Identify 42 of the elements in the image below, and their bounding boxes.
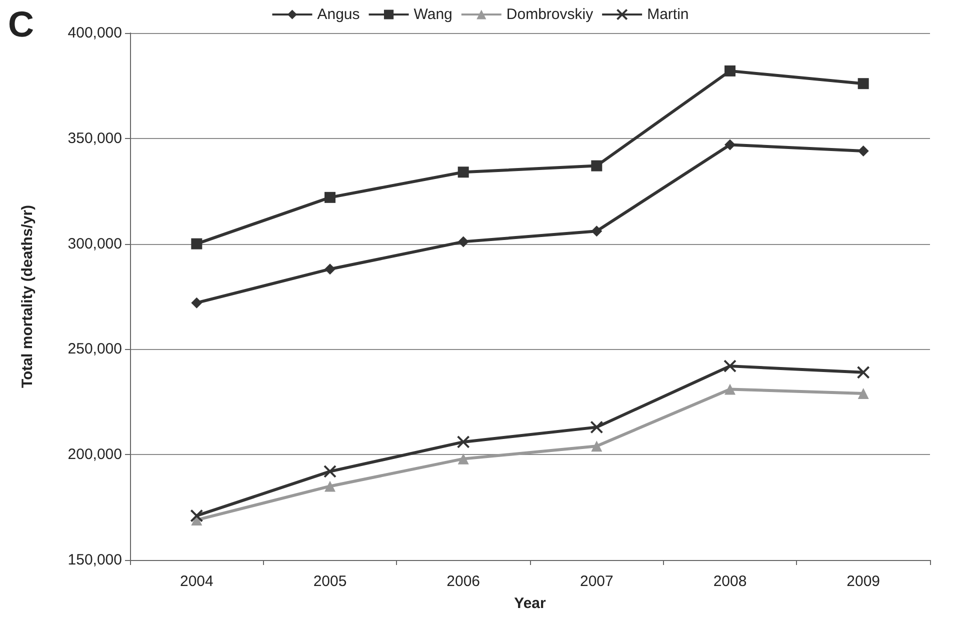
x-tick-label: 2009 [846,573,880,590]
point [591,440,602,452]
point [724,65,736,76]
x-tick-label: 2004 [180,573,214,590]
text: C [8,4,34,44]
y-tick-label: 400,000 [68,24,122,42]
y-tick-label: 300,000 [68,235,122,252]
y-tick-label: 150,000 [68,552,122,568]
point [858,388,869,399]
point [724,139,736,150]
x-tick-label: 2006 [446,573,480,590]
legend-label: Wang [414,6,452,23]
legend-label: Dombrovskiy [506,6,594,23]
legend-label: Angus [317,6,360,23]
point [458,166,469,178]
point [591,226,602,237]
y-tick-label: 350,000 [68,130,122,147]
point [858,146,869,157]
point [324,264,336,275]
y-tick-label: 200,000 [68,446,122,464]
point [324,464,336,478]
x-tick-label: 2007 [580,573,614,590]
point [856,366,870,379]
point [458,236,469,248]
x-tick-label: 2005 [313,573,347,590]
point [458,453,469,464]
point [190,509,204,522]
x-axis-title: Year [514,595,546,612]
point [591,160,602,172]
x-tick-label: 2008 [713,573,747,590]
point [324,192,336,203]
point [191,238,202,250]
y-tick-label: 250,000 [68,340,122,358]
point [456,435,470,448]
y-axis-title: Total mortality (deaths/yr) [19,204,36,388]
point [724,360,736,373]
point [724,384,736,395]
point [858,78,869,90]
point [324,480,336,492]
legend-label: Martin [647,6,689,23]
point [191,297,202,308]
point [590,420,604,434]
